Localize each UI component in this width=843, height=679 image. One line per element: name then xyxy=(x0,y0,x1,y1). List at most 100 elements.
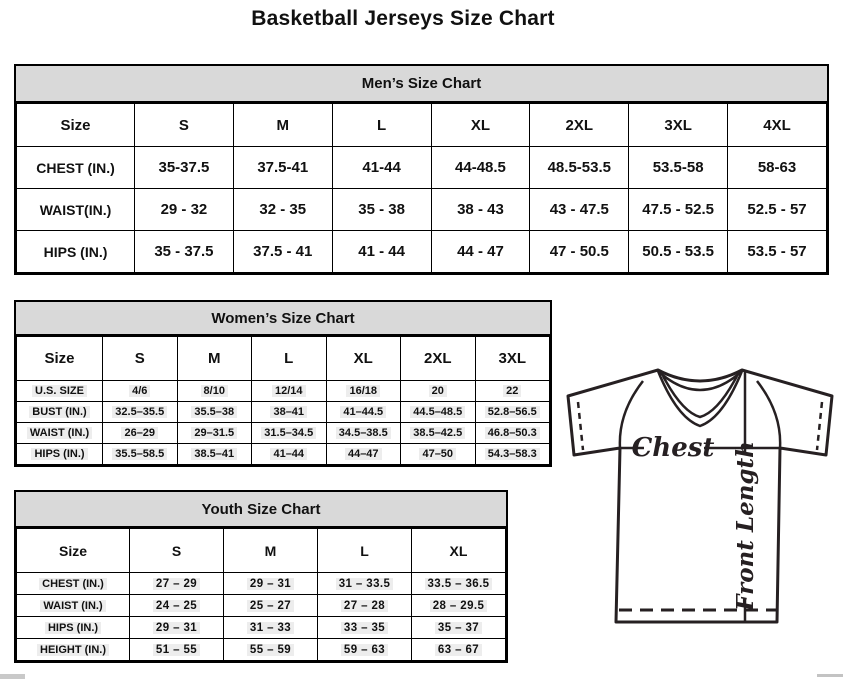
womens-cell-value: 38.5–42.5 xyxy=(410,427,466,439)
womens-cell: 22 xyxy=(474,380,550,402)
youth-cell-value: 33.5 – 36.5 xyxy=(424,577,493,590)
womens-cell: 16/18 xyxy=(325,380,401,402)
mens-col-header-2xl: 2XL xyxy=(529,103,630,147)
womens-cell-value: 35.5–38 xyxy=(191,406,238,418)
womens-col-header-2xl: 2XL xyxy=(400,336,476,381)
womens-col-header-l: L xyxy=(251,336,327,381)
youth-row-label-text: HEIGHT (IN.) xyxy=(37,643,109,656)
womens-row-label-hips: HIPS (IN.) xyxy=(16,443,103,465)
womens-row-label-waist: WAIST (IN.) xyxy=(16,422,103,444)
youth-col-header-m: M xyxy=(223,528,318,573)
womens-table: Size S M L XL 2XL 3XL U.S. SIZE 4/6 8/10… xyxy=(16,336,550,465)
mens-cell: 41 - 44 xyxy=(331,230,432,273)
womens-cell: 20 xyxy=(400,380,476,402)
womens-cell-value: 38.5–41 xyxy=(191,448,238,460)
mens-cell: 32 - 35 xyxy=(232,188,333,231)
womens-cell-value: 46.8–50.3 xyxy=(484,427,540,439)
youth-cell-value: 29 – 31 xyxy=(152,621,201,634)
womens-size-chart: Women’s Size Chart Size S M L XL 2XL 3XL… xyxy=(14,300,552,467)
womens-cell-value: 31.5–34.5 xyxy=(261,427,317,439)
mens-cell: 38 - 43 xyxy=(430,188,531,231)
womens-cell-value: 41–44 xyxy=(270,448,308,460)
womens-row-label-text: BUST (IN.) xyxy=(29,406,90,418)
mens-hips-row: HIPS (IN.) 35 - 37.5 37.5 - 41 41 - 44 4… xyxy=(16,230,827,273)
mens-chart-title: Men’s Size Chart xyxy=(16,66,827,103)
womens-row-label-us-size: U.S. SIZE xyxy=(16,380,103,402)
collar-back-arc xyxy=(658,371,742,392)
womens-cell: 38.5–41 xyxy=(176,443,252,465)
mens-col-header-size: Size xyxy=(16,103,135,147)
youth-header-row: Size S M L XL xyxy=(16,528,506,573)
mens-cell: 37.5 - 41 xyxy=(232,230,333,273)
mens-waist-row: WAIST(IN.) 29 - 32 32 - 35 35 - 38 38 - … xyxy=(16,188,827,231)
womens-cell: 47–50 xyxy=(400,443,476,465)
womens-cell-value: 35.5–58.5 xyxy=(112,448,168,460)
youth-row-label-text: HIPS (IN.) xyxy=(44,621,102,634)
page-title: Basketball Jerseys Size Chart xyxy=(251,7,555,30)
youth-cell: 51 – 55 xyxy=(129,638,224,661)
womens-cell: 38.5–42.5 xyxy=(400,422,476,444)
left-sleeve-dashed-line xyxy=(576,401,585,451)
mens-row-label-waist: WAIST(IN.) xyxy=(16,188,135,231)
womens-cell-value: 52.8–56.5 xyxy=(484,406,540,418)
womens-cell-value: 38–41 xyxy=(270,406,308,418)
womens-cell: 54.3–58.3 xyxy=(474,443,550,465)
womens-cell-value: 44–47 xyxy=(344,448,382,460)
womens-cell: 38–41 xyxy=(251,401,327,423)
womens-chart-title: Women’s Size Chart xyxy=(16,302,550,336)
womens-cell-value: 44.5–48.5 xyxy=(410,406,466,418)
youth-cell: 63 – 67 xyxy=(411,638,506,661)
womens-col-header-size: Size xyxy=(16,336,103,381)
youth-row-label-height: HEIGHT (IN.) xyxy=(16,638,130,661)
youth-hips-row: HIPS (IN.) 29 – 31 31 – 33 33 – 35 35 – … xyxy=(16,616,506,639)
youth-cell-value: 55 – 59 xyxy=(246,643,295,656)
womens-cell-value: 26–29 xyxy=(121,427,159,439)
youth-cell-value: 31 – 33 xyxy=(246,621,295,634)
womens-header-row: Size S M L XL 2XL 3XL xyxy=(16,336,550,381)
youth-cell-value: 31 – 33.5 xyxy=(335,577,394,590)
mens-cell: 37.5-41 xyxy=(232,146,333,189)
womens-cell: 35.5–38 xyxy=(176,401,252,423)
youth-cell-value: 35 – 37 xyxy=(434,621,483,634)
mens-col-header-s: S xyxy=(134,103,234,147)
womens-ussize-row: U.S. SIZE 4/6 8/10 12/14 16/18 20 22 xyxy=(16,380,550,402)
mens-col-header-4xl: 4XL xyxy=(727,103,827,147)
womens-cell: 35.5–58.5 xyxy=(102,443,178,465)
womens-cell-value: 29–31.5 xyxy=(191,427,238,439)
mens-cell: 43 - 47.5 xyxy=(529,188,630,231)
mens-col-header-3xl: 3XL xyxy=(628,103,729,147)
left-armhole-seam xyxy=(618,380,644,449)
womens-cell-value: 4/6 xyxy=(129,385,151,397)
mens-cell: 47.5 - 52.5 xyxy=(628,188,729,231)
womens-cell: 8/10 xyxy=(176,380,252,402)
mens-cell: 29 - 32 xyxy=(134,188,234,231)
cropped-fragment-bottom-right xyxy=(817,674,843,677)
mens-cell: 35 - 37.5 xyxy=(134,230,234,273)
womens-row-label-text: WAIST (IN.) xyxy=(26,427,93,439)
youth-cell-value: 25 – 27 xyxy=(246,599,295,612)
mens-col-header-l: L xyxy=(331,103,432,147)
youth-col-header-size: Size xyxy=(16,528,130,573)
youth-cell-value: 51 – 55 xyxy=(152,643,201,656)
youth-row-label-chest: CHEST (IN.) xyxy=(16,572,130,595)
youth-cell: 25 – 27 xyxy=(223,594,318,617)
mens-cell: 52.5 - 57 xyxy=(727,188,827,231)
womens-cell: 4/6 xyxy=(102,380,178,402)
youth-row-label-text: WAIST (IN.) xyxy=(40,599,106,612)
mens-cell: 44-48.5 xyxy=(430,146,531,189)
womens-cell-value: 16/18 xyxy=(346,385,381,397)
jersey-measurement-diagram: Chest Front Length xyxy=(566,368,834,624)
mens-cell: 50.5 - 53.5 xyxy=(628,230,729,273)
youth-cell-value: 29 – 31 xyxy=(246,577,295,590)
front-length-label: Front Length xyxy=(732,441,759,612)
youth-chest-row: CHEST (IN.) 27 – 29 29 – 31 31 – 33.5 33… xyxy=(16,572,506,595)
youth-cell-value: 33 – 35 xyxy=(340,621,389,634)
youth-col-header-l: L xyxy=(317,528,412,573)
vneck-inner-line xyxy=(661,375,739,419)
womens-cell: 34.5–38.5 xyxy=(325,422,401,444)
youth-cell: 31 – 33.5 xyxy=(317,572,412,595)
womens-cell-value: 41–44.5 xyxy=(340,406,387,418)
youth-cell-value: 27 – 28 xyxy=(340,599,389,612)
womens-col-header-3xl: 3XL xyxy=(474,336,550,381)
